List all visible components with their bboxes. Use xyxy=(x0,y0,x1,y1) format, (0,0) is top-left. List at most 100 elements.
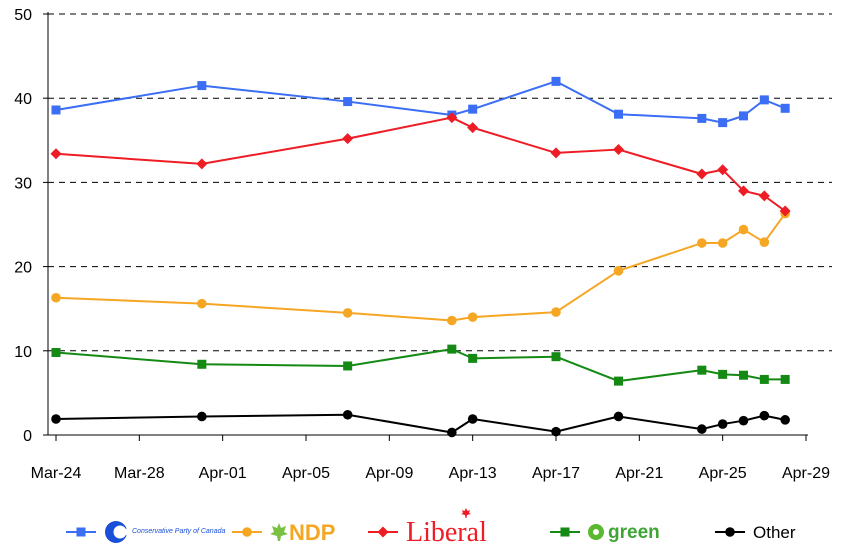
data-point xyxy=(780,415,790,425)
data-point xyxy=(467,414,478,424)
data-point xyxy=(738,185,749,197)
data-point xyxy=(342,308,353,318)
legend-item-ndp: NDP xyxy=(232,520,335,545)
maple-leaf-icon xyxy=(270,523,288,541)
y-tick-label: 30 xyxy=(14,175,32,192)
data-point xyxy=(467,312,478,322)
data-point xyxy=(550,147,562,159)
axes: 0 10 20 30 40 50 Mar-24 Mar-28 Apr-01 Apr-05 Apr-0… xyxy=(14,7,830,482)
data-point xyxy=(739,111,748,121)
series-line-conservative xyxy=(55,80,786,124)
data-point xyxy=(717,419,728,429)
data-point xyxy=(696,168,708,180)
data-point xyxy=(447,344,457,354)
data-point xyxy=(717,238,728,248)
series-green xyxy=(51,344,790,386)
x-tick-label: Apr-09 xyxy=(365,465,413,482)
data-point xyxy=(718,369,728,379)
y-tick-label: 50 xyxy=(14,7,32,24)
data-point xyxy=(196,158,208,170)
data-point xyxy=(718,118,728,128)
data-point xyxy=(613,266,624,276)
series-group xyxy=(50,76,791,438)
series-ndp xyxy=(51,208,790,326)
conservative-logo-cut xyxy=(121,529,129,535)
y-tick-label: 40 xyxy=(14,91,32,108)
data-point xyxy=(780,103,790,113)
series-conservative xyxy=(51,76,790,128)
data-point xyxy=(759,374,769,384)
data-point xyxy=(551,76,561,86)
data-point xyxy=(468,104,478,114)
data-point xyxy=(551,352,561,362)
legend-item-conservative: Conservative Party of Canada xyxy=(66,521,225,543)
legend-label: Other xyxy=(753,523,796,542)
data-point xyxy=(614,376,623,386)
data-point xyxy=(76,527,86,537)
data-point xyxy=(446,112,458,124)
data-point xyxy=(779,205,791,217)
legend-item-liberal: Liberal xyxy=(368,508,487,548)
series-line-other xyxy=(55,413,786,434)
x-tick-label: Mar-24 xyxy=(31,465,82,482)
x-tick-label: Apr-05 xyxy=(282,465,330,482)
data-point xyxy=(697,113,707,123)
legend-label: Conservative Party of Canada xyxy=(132,528,225,535)
maple-leaf-icon xyxy=(461,508,471,518)
legend-label: Liberal xyxy=(406,517,487,548)
grid xyxy=(48,13,832,352)
series-line-green xyxy=(55,348,786,383)
data-point xyxy=(197,81,207,91)
data-point xyxy=(342,409,353,420)
x-tick-label: Apr-17 xyxy=(532,465,580,482)
data-point xyxy=(50,148,62,160)
data-point xyxy=(447,427,457,438)
data-point xyxy=(725,527,735,537)
series-other xyxy=(51,409,790,438)
data-point xyxy=(758,190,770,202)
data-point xyxy=(377,526,389,538)
data-point xyxy=(697,238,707,248)
data-point xyxy=(739,370,748,380)
data-point xyxy=(759,410,770,421)
data-point xyxy=(717,164,729,176)
series-line-liberal xyxy=(55,116,786,212)
legend-item-other: Other xyxy=(715,523,796,542)
y-tick-label: 20 xyxy=(14,260,32,277)
data-point xyxy=(759,237,770,247)
data-point xyxy=(51,105,61,115)
x-tick-label: Apr-21 xyxy=(615,465,663,482)
data-point xyxy=(467,122,479,134)
data-point xyxy=(343,97,353,107)
data-point xyxy=(551,426,561,437)
x-tick-label: Mar-28 xyxy=(114,465,165,482)
data-point xyxy=(51,414,61,424)
data-point xyxy=(468,353,478,363)
data-point xyxy=(197,359,207,369)
legend-item-green: green xyxy=(550,522,660,543)
data-point xyxy=(51,292,61,303)
data-point xyxy=(197,298,207,309)
data-point xyxy=(738,224,749,235)
data-point xyxy=(560,527,570,537)
data-point xyxy=(197,411,207,422)
data-point xyxy=(51,347,61,357)
data-point xyxy=(342,133,354,145)
data-point xyxy=(738,415,749,426)
data-point xyxy=(759,95,769,105)
y-tick-label: 10 xyxy=(14,344,32,361)
data-point xyxy=(614,109,623,119)
x-tick-label: Apr-13 xyxy=(449,465,497,482)
legend-label: green xyxy=(608,522,660,543)
green-logo-center xyxy=(593,529,599,535)
conservative-logo-inner xyxy=(113,525,127,539)
data-point xyxy=(697,365,707,375)
y-tick-label: 0 xyxy=(23,428,32,445)
data-point xyxy=(780,374,790,384)
data-point xyxy=(343,361,353,371)
data-point xyxy=(551,307,561,317)
x-tick-label: Apr-29 xyxy=(782,465,830,482)
legend-label: NDP xyxy=(289,520,335,545)
legend: Conservative Party of Canada NDP Liberal gr… xyxy=(66,508,796,548)
